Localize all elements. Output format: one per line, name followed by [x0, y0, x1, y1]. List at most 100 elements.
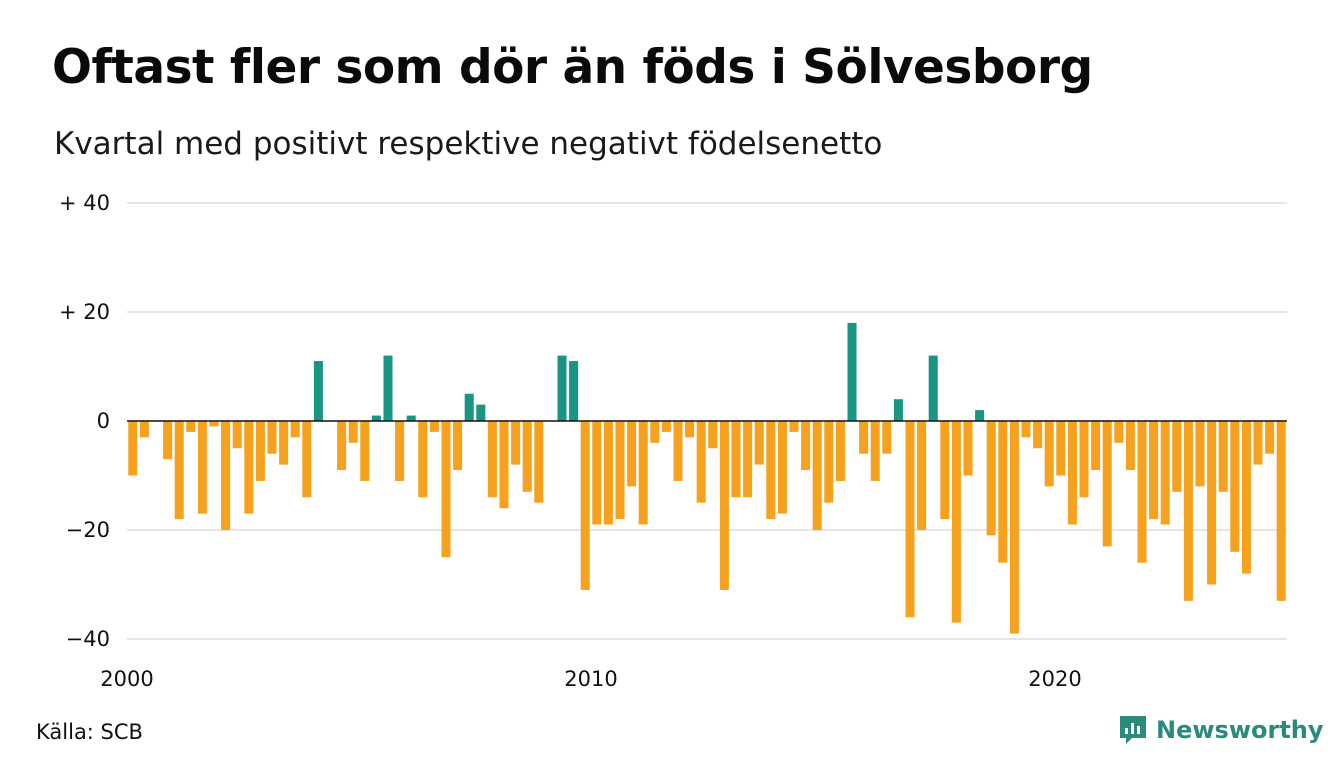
bar-2009-Q2 — [557, 355, 567, 421]
newsworthy-chart-bubble-icon — [1120, 716, 1146, 744]
bar-2005-Q3 — [383, 355, 393, 421]
bar-2011-Q4 — [673, 421, 683, 481]
bar-2011-Q2 — [650, 421, 660, 443]
bar-2010-Q2 — [603, 421, 613, 525]
bar-2020-Q3 — [1079, 421, 1089, 498]
bar-2000-Q2 — [139, 421, 149, 438]
bar-2008-Q4 — [534, 421, 544, 503]
chart-subtitle: Kvartal med positivt respektive negativt… — [54, 126, 883, 162]
bar-2018-Q1 — [963, 421, 973, 476]
bar-2017-Q1 — [917, 421, 927, 530]
bar-2014-Q1 — [777, 421, 787, 514]
bar-2005-Q1 — [360, 421, 370, 481]
bar-2024-Q4 — [1276, 421, 1286, 601]
bar-2003-Q2 — [279, 421, 289, 465]
bar-2003-Q4 — [302, 421, 312, 498]
bar-2017-Q4 — [951, 421, 961, 623]
bar-2008-Q1 — [499, 421, 509, 509]
bar-2007-Q2 — [464, 393, 474, 421]
bar-2002-Q1 — [221, 421, 231, 530]
bar-2018-Q4 — [998, 421, 1008, 563]
bar-2014-Q3 — [801, 421, 811, 471]
bar-2006-Q1 — [406, 415, 416, 421]
bar-2012-Q4 — [719, 421, 729, 590]
bar-2003-Q3 — [290, 421, 300, 438]
bar-2008-Q3 — [522, 421, 532, 492]
bar-2010-Q1 — [592, 421, 602, 525]
y-tick-label: + 40 — [59, 191, 110, 215]
bar-2010-Q3 — [615, 421, 625, 520]
bar-2014-Q4 — [812, 421, 822, 530]
bar-2002-Q3 — [244, 421, 254, 514]
bar-2018-Q3 — [986, 421, 996, 536]
bar-2016-Q1 — [870, 421, 880, 481]
bar-2013-Q1 — [731, 421, 741, 498]
bar-2021-Q3 — [1125, 421, 1135, 471]
bar-2022-Q4 — [1183, 421, 1193, 601]
bar-2015-Q3 — [847, 322, 857, 421]
bar-2019-Q1 — [1009, 421, 1019, 634]
bar-2006-Q3 — [429, 421, 439, 432]
bar-2009-Q3 — [569, 361, 579, 421]
bar-2007-Q4 — [487, 421, 497, 498]
bar-2001-Q2 — [186, 421, 196, 432]
bar-2022-Q2 — [1160, 421, 1170, 525]
bar-2001-Q3 — [197, 421, 207, 514]
bar-2012-Q3 — [708, 421, 718, 449]
bar-2013-Q4 — [766, 421, 776, 520]
bar-2019-Q3 — [1033, 421, 1043, 449]
bar-2006-Q4 — [441, 421, 451, 558]
bar-2022-Q3 — [1172, 421, 1182, 492]
bar-2011-Q3 — [661, 421, 671, 432]
bar-2002-Q4 — [255, 421, 265, 481]
bar-2002-Q2 — [232, 421, 242, 449]
brand-logo-group[interactable]: Newsworthy — [1118, 714, 1324, 746]
y-tick-label: + 20 — [59, 300, 110, 324]
bar-2015-Q2 — [835, 421, 845, 481]
bar-2016-Q3 — [893, 399, 903, 421]
bar-2021-Q2 — [1114, 421, 1124, 443]
bar-2001-Q1 — [174, 421, 184, 520]
bar-2024-Q1 — [1241, 421, 1251, 574]
y-axis-ticks: + 40 + 20 0 −20 −40 — [59, 191, 110, 651]
bar-2019-Q4 — [1044, 421, 1054, 487]
bar-2011-Q1 — [638, 421, 648, 525]
bar-2014-Q2 — [789, 421, 799, 432]
gridlines — [127, 202, 1287, 640]
bar-2005-Q4 — [395, 421, 405, 481]
bar-2023-Q4 — [1230, 421, 1240, 552]
bar-2005-Q2 — [371, 415, 381, 421]
bar-2012-Q2 — [696, 421, 706, 503]
bar-2018-Q2 — [975, 410, 985, 421]
bar-2023-Q2 — [1207, 421, 1217, 585]
bar-2013-Q3 — [754, 421, 764, 465]
brand-name: Newsworthy — [1156, 716, 1324, 744]
bar-2003-Q1 — [267, 421, 277, 454]
y-tick-label: −40 — [66, 627, 110, 651]
bar-2015-Q1 — [824, 421, 834, 503]
bar-2024-Q2 — [1253, 421, 1263, 465]
bar-2004-Q1 — [313, 361, 323, 421]
bar-2020-Q4 — [1091, 421, 1101, 471]
bar-2017-Q2 — [928, 355, 938, 421]
bar-2001-Q4 — [209, 421, 219, 427]
chart-title: Oftast fler som dör än föds i Sölvesborg — [52, 40, 1093, 95]
x-axis-ticks: 2000 2010 2020 — [100, 667, 1081, 691]
bar-2021-Q1 — [1102, 421, 1112, 547]
bar-2008-Q2 — [511, 421, 521, 465]
bar-2010-Q4 — [627, 421, 637, 487]
bar-2016-Q2 — [882, 421, 892, 454]
bar-2024-Q3 — [1265, 421, 1275, 454]
bar-2004-Q3 — [337, 421, 347, 471]
bar-2023-Q3 — [1218, 421, 1228, 492]
source-note: Källa: SCB — [36, 720, 143, 744]
bar-2000-Q4 — [163, 421, 173, 460]
bar-2004-Q4 — [348, 421, 358, 443]
bar-2016-Q4 — [905, 421, 915, 618]
x-tick-label: 2020 — [1028, 667, 1081, 691]
bar-2020-Q2 — [1067, 421, 1077, 525]
bar-2015-Q4 — [859, 421, 869, 454]
y-tick-label: 0 — [97, 409, 110, 433]
bar-2021-Q4 — [1137, 421, 1147, 563]
